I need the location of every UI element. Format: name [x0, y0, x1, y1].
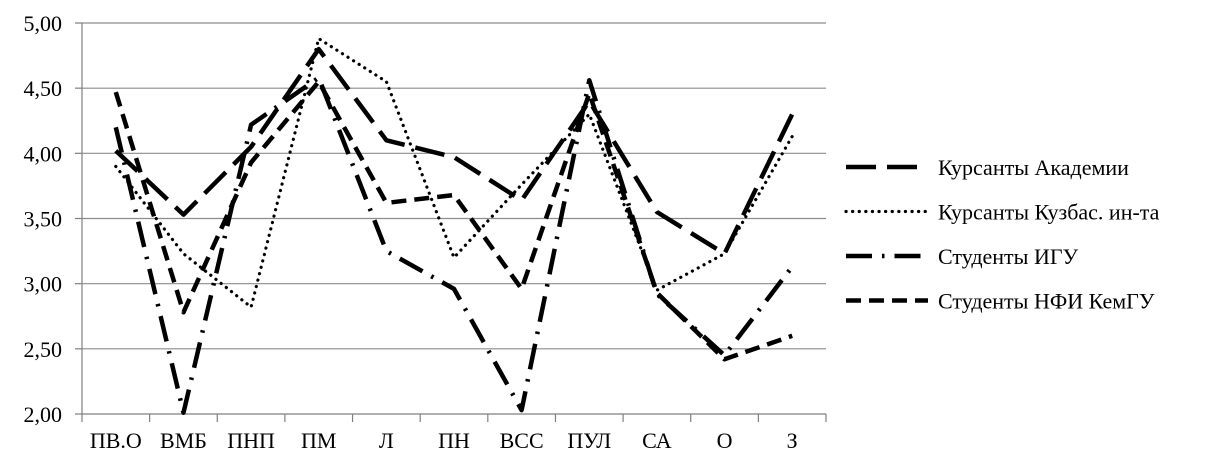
- y-tick-label: 4,00: [24, 141, 63, 166]
- x-tick-label: ПМ: [301, 428, 336, 453]
- y-tick-label: 3,50: [24, 207, 63, 232]
- legend-label: Студенты НФИ КемГУ: [938, 289, 1155, 314]
- series-line-2: [114, 36, 794, 309]
- series-lines: [113, 36, 795, 415]
- x-tick-label: З: [787, 428, 798, 453]
- y-tick-label: 5,00: [24, 11, 63, 36]
- x-tick-label: Л: [379, 428, 394, 453]
- axes: 2,00 2,50 3,00 3,50 4,00 4,50 5,00 ПВ.О ВМБ ПНП ПМ…: [24, 11, 827, 453]
- x-tick-label: ПН: [438, 428, 470, 453]
- y-tick-label: 2,00: [24, 402, 63, 427]
- x-tick-label: О: [717, 428, 733, 453]
- series-line-1: [114, 46, 795, 256]
- x-tick-label: ПНП: [227, 428, 275, 453]
- legend-label: Курсанты Академии: [938, 155, 1129, 180]
- y-tick-label: 4,50: [24, 76, 63, 101]
- y-tick-label: 2,50: [24, 337, 63, 362]
- series-line-3: [113, 75, 794, 415]
- y-tick-label: 3,00: [24, 272, 63, 297]
- legend-label: Курсанты Кузбас. ин-та: [938, 200, 1160, 225]
- x-tick-label: ПУЛ: [567, 428, 611, 453]
- x-tick-label: ВСС: [500, 428, 544, 453]
- x-tick-label: ПВ.О: [90, 428, 142, 453]
- x-tick-label: СА: [642, 428, 672, 453]
- legend-label: Студенты ИГУ: [938, 244, 1079, 269]
- series-line-4: [113, 79, 793, 362]
- legend: Курсанты Академии Курсанты Кузбас. ин-та С…: [844, 155, 1160, 314]
- x-tick-label: ВМБ: [160, 428, 207, 453]
- gridlines: [82, 22, 826, 350]
